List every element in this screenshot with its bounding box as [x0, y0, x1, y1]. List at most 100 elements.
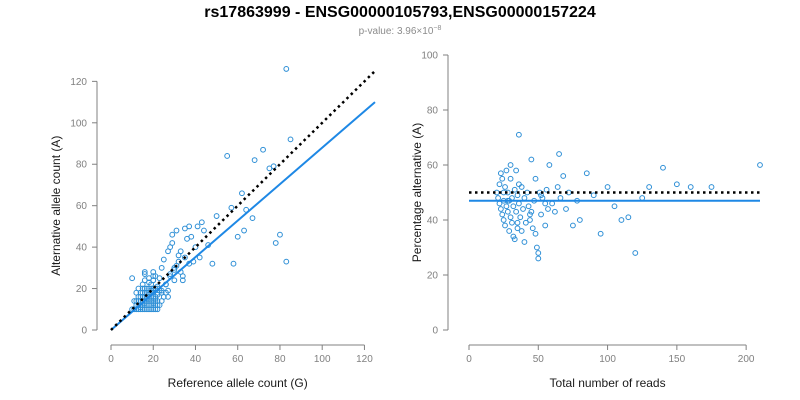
y-axis-label: Alternative allele count (A) — [49, 136, 63, 276]
data-point — [169, 231, 176, 238]
data-point — [535, 255, 542, 262]
data-point — [507, 162, 514, 168]
data-point — [179, 277, 186, 284]
data-point — [527, 211, 533, 218]
data-point — [192, 244, 199, 251]
data-point — [673, 181, 680, 188]
data-point — [529, 225, 536, 232]
data-point — [543, 186, 550, 193]
data-point — [154, 298, 161, 304]
data-point — [552, 208, 558, 215]
data-point — [283, 66, 290, 72]
data-point — [604, 184, 611, 190]
data-point — [520, 206, 526, 212]
data-point — [171, 277, 178, 284]
y-tick-label: 80 — [76, 160, 88, 171]
data-point — [497, 206, 504, 212]
data-point — [141, 269, 148, 275]
data-point — [277, 231, 283, 238]
data-point — [510, 203, 517, 210]
data-point — [583, 170, 590, 177]
data-point — [499, 175, 506, 182]
data-point — [521, 195, 528, 201]
y-tick-label: 0 — [81, 326, 87, 337]
data-point — [194, 223, 201, 230]
y-tick-label: 0 — [432, 326, 438, 337]
data-point — [504, 208, 511, 215]
chart-subtitle: p-value: 3.96×10−8 — [359, 25, 442, 37]
data-point — [141, 271, 148, 277]
y-tick-label: 20 — [427, 271, 439, 282]
data-point — [270, 163, 277, 170]
x-tick-label: 40 — [190, 354, 202, 365]
y-tick-label: 120 — [70, 77, 87, 88]
data-point — [511, 236, 518, 243]
data-point — [513, 208, 520, 215]
data-point — [139, 285, 146, 292]
x-axis-label: Reference allele count (G) — [168, 376, 308, 390]
data-point — [549, 200, 556, 207]
data-point — [557, 195, 564, 201]
data-point — [135, 285, 142, 292]
data-point — [156, 275, 163, 282]
data-point — [158, 298, 165, 304]
data-point — [556, 151, 562, 157]
data-point — [507, 175, 514, 182]
data-point — [506, 228, 513, 234]
data-point — [230, 260, 237, 267]
data-point — [182, 254, 188, 261]
data-point — [535, 250, 542, 256]
percentage-alternative-plot: 0 50 100 150 200 0 20 40 60 80 100 Total number of … — [410, 51, 763, 390]
x-tick-label: 0 — [108, 354, 114, 365]
data-point — [188, 233, 195, 240]
data-point — [228, 204, 235, 211]
data-point — [496, 181, 503, 188]
data-point — [196, 254, 203, 261]
data-point — [272, 240, 279, 246]
data-point — [260, 146, 266, 153]
data-point — [499, 211, 506, 218]
data-point — [213, 213, 220, 219]
data-point — [514, 225, 521, 232]
data-point — [148, 287, 155, 294]
data-point — [234, 233, 241, 240]
data-point — [570, 222, 576, 229]
chart-title: rs17863999 - ENSG00000105793,ENSG0000015… — [204, 4, 596, 21]
data-point — [524, 189, 531, 196]
data-point — [507, 214, 514, 221]
data-point — [158, 264, 165, 271]
data-point — [514, 219, 521, 226]
data-point — [515, 200, 522, 207]
data-point — [177, 248, 184, 255]
data-point — [687, 184, 694, 190]
y-tick-label: 100 — [70, 118, 87, 129]
x-axis-label: Total number of reads — [550, 376, 666, 390]
data-point — [618, 217, 625, 223]
data-point — [283, 258, 290, 265]
data-point — [534, 244, 540, 251]
data-point — [525, 203, 532, 210]
x-tick-label: 200 — [738, 354, 755, 365]
y-tick-label: 100 — [421, 51, 438, 62]
data-point — [660, 164, 666, 171]
data-point — [186, 223, 193, 230]
data-point — [502, 184, 508, 190]
x-tick-label: 120 — [356, 354, 373, 365]
data-point — [625, 214, 632, 221]
data-point — [495, 195, 502, 201]
data-point — [146, 279, 152, 286]
data-point — [513, 167, 520, 174]
data-point — [532, 175, 539, 182]
data-point — [646, 184, 653, 190]
x-tick-label: 0 — [466, 354, 472, 365]
data-point — [611, 203, 618, 210]
data-point — [209, 260, 216, 267]
data-point — [201, 227, 207, 234]
data-point — [757, 162, 763, 168]
y-tick-label: 40 — [76, 243, 88, 254]
x-tick-label: 100 — [314, 354, 331, 365]
x-tick-label: 150 — [669, 354, 686, 365]
data-point — [528, 208, 535, 215]
fit-line — [110, 101, 376, 331]
